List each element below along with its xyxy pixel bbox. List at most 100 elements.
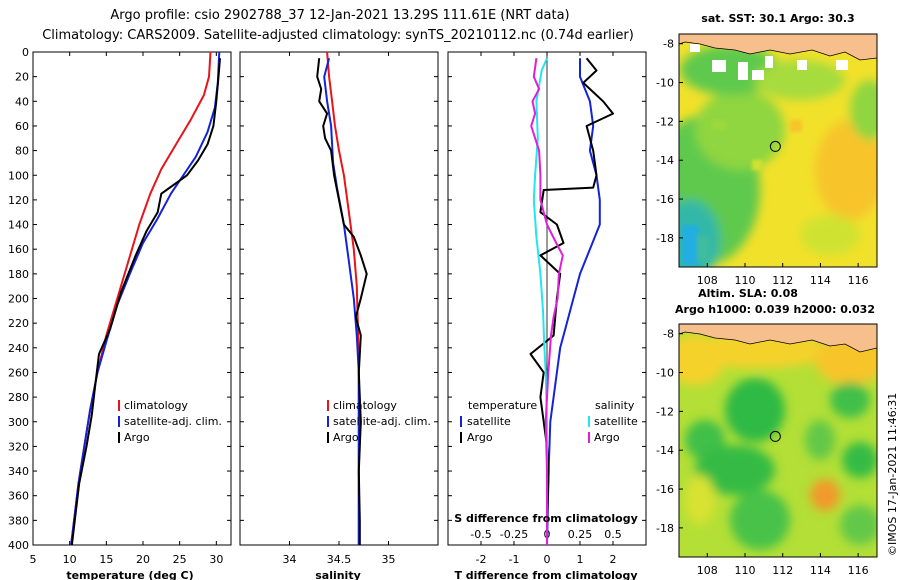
depth-axis: 0 20 40 60 80 100 120 140 160 180 200 220 240 260 280 3…: [8, 46, 231, 552]
sla-field: [679, 324, 877, 557]
lon-tick-label: 110: [735, 564, 756, 577]
depth-tick-label: 280: [8, 391, 29, 404]
depth-tick-label: 200: [8, 293, 29, 306]
difference-panel: -2 -1 0 1 2 -0.5 -0.25 0 0.25 0.5 T difference f…: [447, 51, 647, 580]
depth-tick-label: 300: [8, 416, 29, 429]
salinity-axis-label: salinity: [315, 569, 361, 580]
sst-field: [679, 34, 877, 267]
depth-tick-label: 80: [15, 145, 29, 158]
title-line-2: Climatology: CARS2009. Satellite-adjuste…: [42, 28, 634, 43]
s-difference-axis-label: S difference from climatology: [454, 512, 638, 525]
sla-land: [679, 324, 877, 353]
lon-tick-label: 108: [697, 564, 718, 577]
lat-tick-label: -16: [656, 193, 674, 206]
legend-t-argo-label: Argo: [467, 431, 493, 444]
legend-salinity-heading: salinity: [595, 399, 635, 412]
salinity-axis: 34 34.5 35: [283, 52, 396, 566]
series-s-satellite-line: [532, 57, 548, 545]
lat-tick-label: -12: [656, 115, 674, 128]
salinity-depth-ticks: [240, 51, 438, 546]
legend-argo-label: Argo: [333, 431, 359, 444]
depth-tick-label: 340: [8, 465, 29, 478]
lat-tick-label: -8: [663, 328, 674, 341]
s-difference-axis: -0.5 -0.25 0 0.25 0.5: [470, 528, 622, 545]
temperature-tick-label: 20: [136, 553, 150, 566]
salinity-plot-frame: [239, 51, 439, 546]
depth-tick-label: 220: [8, 317, 29, 330]
legend-satellite-label: satellite-adj. clim.: [124, 415, 222, 428]
salinity-tick-label: 35: [382, 553, 396, 566]
depth-tick-label: 380: [8, 514, 29, 527]
salinity-lines: [316, 51, 368, 545]
lat-tick-label: -10: [656, 77, 674, 90]
series-t-argo-line: [529, 57, 614, 545]
lat-tick-label: -14: [656, 444, 674, 457]
salinity-panel: 34 34.5 35 salinity climatology satellite-…: [239, 51, 439, 580]
series-argo-line: [70, 58, 221, 546]
depth-tick-label: 360: [8, 490, 29, 503]
temperature-axis-label: temperature (deg C): [66, 569, 193, 580]
lon-tick-label: 114: [810, 274, 831, 287]
imos-credit: ©IMOS 17-Jan-2021 11:46:31: [886, 393, 899, 556]
series-argo-line: [316, 58, 368, 545]
lon-tick-label: 112: [772, 274, 793, 287]
temperature-tick-label: 30: [209, 553, 223, 566]
difference-tick-label: 0: [544, 553, 551, 566]
difference-tick-label: -1: [509, 553, 520, 566]
lat-tick-label: -8: [663, 38, 674, 51]
sla-map-axes: -8 -10 -12 -14 -16 -18 108 110 112 114 116: [656, 328, 869, 577]
lat-tick-label: -18: [656, 522, 674, 535]
temperature-axis: 5 10 15 20 25 30: [30, 52, 223, 566]
depth-tick-label: 100: [8, 169, 29, 182]
sst-map-axes: -8 -10 -12 -14 -16 -18 108 110 112 114 116: [656, 38, 869, 287]
difference-tick-label: 2: [610, 553, 617, 566]
sst-map: sat. SST: 30.1 Argo: 30.3: [656, 12, 878, 287]
salinity-tick-label: 34.5: [327, 553, 352, 566]
sla-argo-marker: [769, 430, 781, 442]
legend-t-satellite-label: satellite: [467, 415, 511, 428]
temperature-tick-label: 15: [99, 553, 113, 566]
lon-tick-label: 116: [848, 564, 869, 577]
difference-legend: temperature satellite Argo salinity sate…: [460, 399, 638, 444]
depth-tick-label: 320: [8, 440, 29, 453]
depth-tick-label: 120: [8, 194, 29, 207]
s-difference-tick-label: 0.5: [604, 528, 622, 541]
difference-tick-label: -2: [476, 553, 487, 566]
legend-temperature-heading: temperature: [468, 399, 537, 412]
s-difference-tick-label: 0.25: [568, 528, 593, 541]
salinity-tick-label: 34: [283, 553, 297, 566]
s-difference-tick-label: -0.25: [500, 528, 528, 541]
difference-tick-label: 1: [577, 553, 584, 566]
depth-tick-label: 180: [8, 268, 29, 281]
sla-map-title-1: Altim. SLA: 0.08: [698, 287, 798, 300]
sla-map: Altim. SLA: 0.08 Argo h1000: 0.039 h2000…: [656, 287, 878, 577]
depth-tick-label: 20: [15, 71, 29, 84]
temperature-plot-frame: [32, 51, 232, 546]
series-t-satellite-line: [546, 58, 601, 546]
difference-lines: [529, 52, 614, 546]
depth-tick-label: 400: [8, 539, 29, 552]
temperature-lines: [70, 51, 221, 546]
lon-tick-label: 112: [772, 564, 793, 577]
lat-tick-label: -14: [656, 154, 674, 167]
sst-land: [679, 34, 877, 61]
series-satellite-adj-clim--line: [323, 57, 360, 545]
sla-map-frame: [678, 323, 878, 558]
temperature-tick-label: 5: [30, 553, 37, 566]
temperature-tick-label: 10: [63, 553, 77, 566]
legend-argo-label: Argo: [124, 431, 150, 444]
legend-s-argo-label: Argo: [594, 431, 620, 444]
temperature-tick-label: 25: [173, 553, 187, 566]
lon-tick-label: 108: [697, 274, 718, 287]
lon-tick-label: 114: [810, 564, 831, 577]
legend-climatology-label: climatology: [124, 399, 188, 412]
salinity-legend: climatology satellite-adj. clim. Argo: [327, 399, 431, 444]
series-climatology-line: [70, 51, 212, 546]
lat-tick-label: -18: [656, 232, 674, 245]
temperature-panel: 0 20 40 60 80 100 120 140 160 180 200 220 240 260 280 3…: [8, 46, 232, 580]
depth-tick-label: 60: [15, 120, 29, 133]
depth-tick-label: 160: [8, 243, 29, 256]
series-s-argo-line: [530, 58, 564, 545]
temperature-legend: climatology satellite-adj. clim. Argo: [118, 399, 222, 444]
